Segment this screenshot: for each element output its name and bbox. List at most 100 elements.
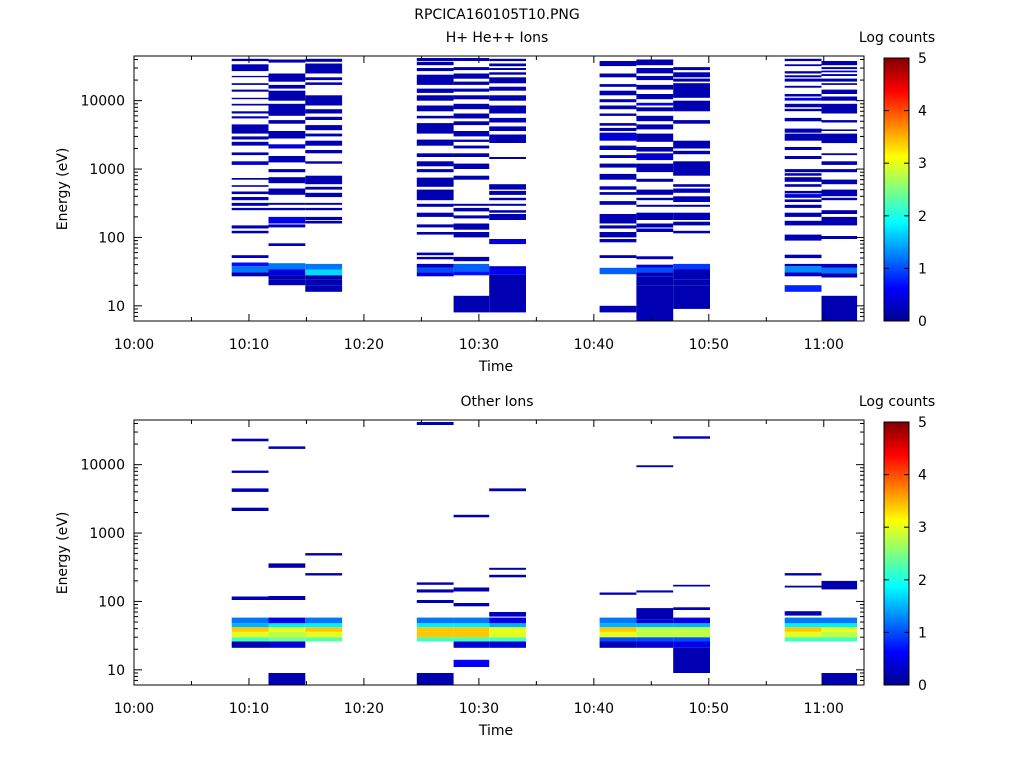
heatmap-cell [489, 269, 526, 275]
heatmap-cell [268, 279, 306, 286]
heatmap-cell [453, 67, 490, 71]
heatmap-cell [268, 627, 306, 632]
heatmap-cell [453, 131, 490, 137]
heatmap-cell [231, 272, 269, 277]
heatmap-cell [268, 623, 306, 628]
heatmap-cell [453, 121, 490, 126]
colorbar-label: Log counts [859, 30, 935, 46]
heatmap-cell [453, 232, 490, 238]
heatmap-cell [599, 123, 637, 126]
colorbar-tick-label: 3 [918, 156, 927, 172]
heatmap-cell [453, 81, 490, 85]
colorbar [883, 57, 910, 322]
heatmap-cell [784, 617, 822, 624]
x-tick-label: 10:50 [689, 337, 729, 353]
heatmap-cell [784, 184, 822, 187]
y-tick-label: 100 [98, 230, 125, 246]
heatmap-cell [821, 189, 858, 197]
colorbar-tick-label: 4 [918, 468, 927, 484]
x-tick-label: 11:00 [804, 701, 844, 717]
heatmap-cell [231, 596, 269, 600]
heatmap-cell [453, 203, 490, 206]
heatmap-cell [673, 78, 710, 82]
heatmap-cell [231, 103, 269, 106]
heatmap-cell [416, 161, 454, 167]
x-tick-label: 10:40 [574, 701, 614, 717]
heatmap-cell [821, 627, 858, 632]
heatmap-cell [489, 117, 526, 123]
heatmap-cell [821, 197, 858, 201]
heatmap-cell [231, 83, 269, 85]
heatmap-cell [489, 627, 526, 632]
heatmap-cells [231, 58, 858, 321]
heatmap-cell [268, 263, 306, 270]
heatmap-cell [231, 627, 269, 632]
heatmap-cell [416, 582, 454, 585]
heatmap-cell [268, 563, 306, 568]
heatmap-cell [636, 133, 674, 142]
y-tick-label: 10000 [80, 458, 125, 474]
heatmap-cell [784, 212, 822, 217]
heatmap-cell [231, 641, 269, 648]
heatmap-cell [416, 95, 454, 101]
heatmap-cell [673, 204, 710, 207]
heatmap-cell [305, 263, 343, 270]
heatmap-cell [231, 637, 269, 642]
x-tick-label: 10:10 [229, 337, 269, 353]
y-tick-label: 100 [98, 594, 125, 610]
heatmap-cell [305, 125, 343, 131]
heatmap-cell [268, 59, 306, 63]
heatmap-cell [599, 214, 637, 224]
heatmap-cell [673, 184, 710, 187]
heatmap-cell [673, 631, 710, 638]
y-tick-label: 10000 [80, 94, 125, 110]
heatmap-cell [636, 147, 674, 152]
heatmap-cell [784, 220, 822, 226]
heatmap-cell [673, 436, 710, 439]
heatmap-cell [821, 216, 858, 226]
heatmap-cell [673, 230, 710, 234]
heatmap-cell [231, 197, 269, 201]
heatmap-cell [599, 173, 637, 180]
heatmap-cell [784, 94, 822, 97]
heatmap-cell [231, 438, 269, 442]
heatmap-cell [636, 68, 674, 74]
heatmap-cell [821, 637, 858, 642]
heatmap-cell [231, 64, 269, 72]
heatmap-cell [784, 133, 822, 141]
heatmap-cell [599, 84, 637, 87]
heatmap-cell [489, 637, 526, 642]
heatmap-cell [268, 446, 306, 449]
heatmap-cell [231, 230, 269, 234]
heatmap-cell [489, 157, 526, 159]
heatmap-cell [416, 256, 454, 260]
heatmap-cell [305, 109, 343, 114]
heatmap-cell [673, 584, 710, 587]
heatmap-cell [268, 224, 306, 228]
heatmap-cell [784, 75, 822, 78]
heatmap-cell [489, 214, 526, 220]
heatmap-cell [231, 202, 269, 206]
heatmap-cell [599, 155, 637, 158]
y-axis-label: Energy (eV) [55, 148, 71, 231]
heatmap-cell [268, 90, 306, 101]
colorbar-tick-label: 2 [918, 573, 927, 589]
heatmap-cell [489, 641, 526, 648]
heatmap-cell [821, 673, 858, 685]
heatmap-cell [673, 637, 710, 642]
heatmap-cell [268, 617, 306, 624]
heatmap-cell [231, 75, 269, 78]
heatmap-cell [636, 75, 674, 81]
heatmap-cell [821, 133, 858, 144]
heatmap-cell [416, 637, 454, 642]
heatmap-cell [636, 102, 674, 106]
heatmap-cell [453, 631, 490, 638]
heatmap-cell [821, 153, 858, 156]
heatmap-cell [636, 178, 674, 182]
heatmap-cells [231, 422, 858, 685]
heatmap-cell [489, 631, 526, 638]
heatmap-cell [268, 131, 306, 139]
heatmap-cell [636, 212, 674, 220]
heatmap-cell [489, 63, 526, 67]
heatmap-cell [599, 99, 637, 103]
